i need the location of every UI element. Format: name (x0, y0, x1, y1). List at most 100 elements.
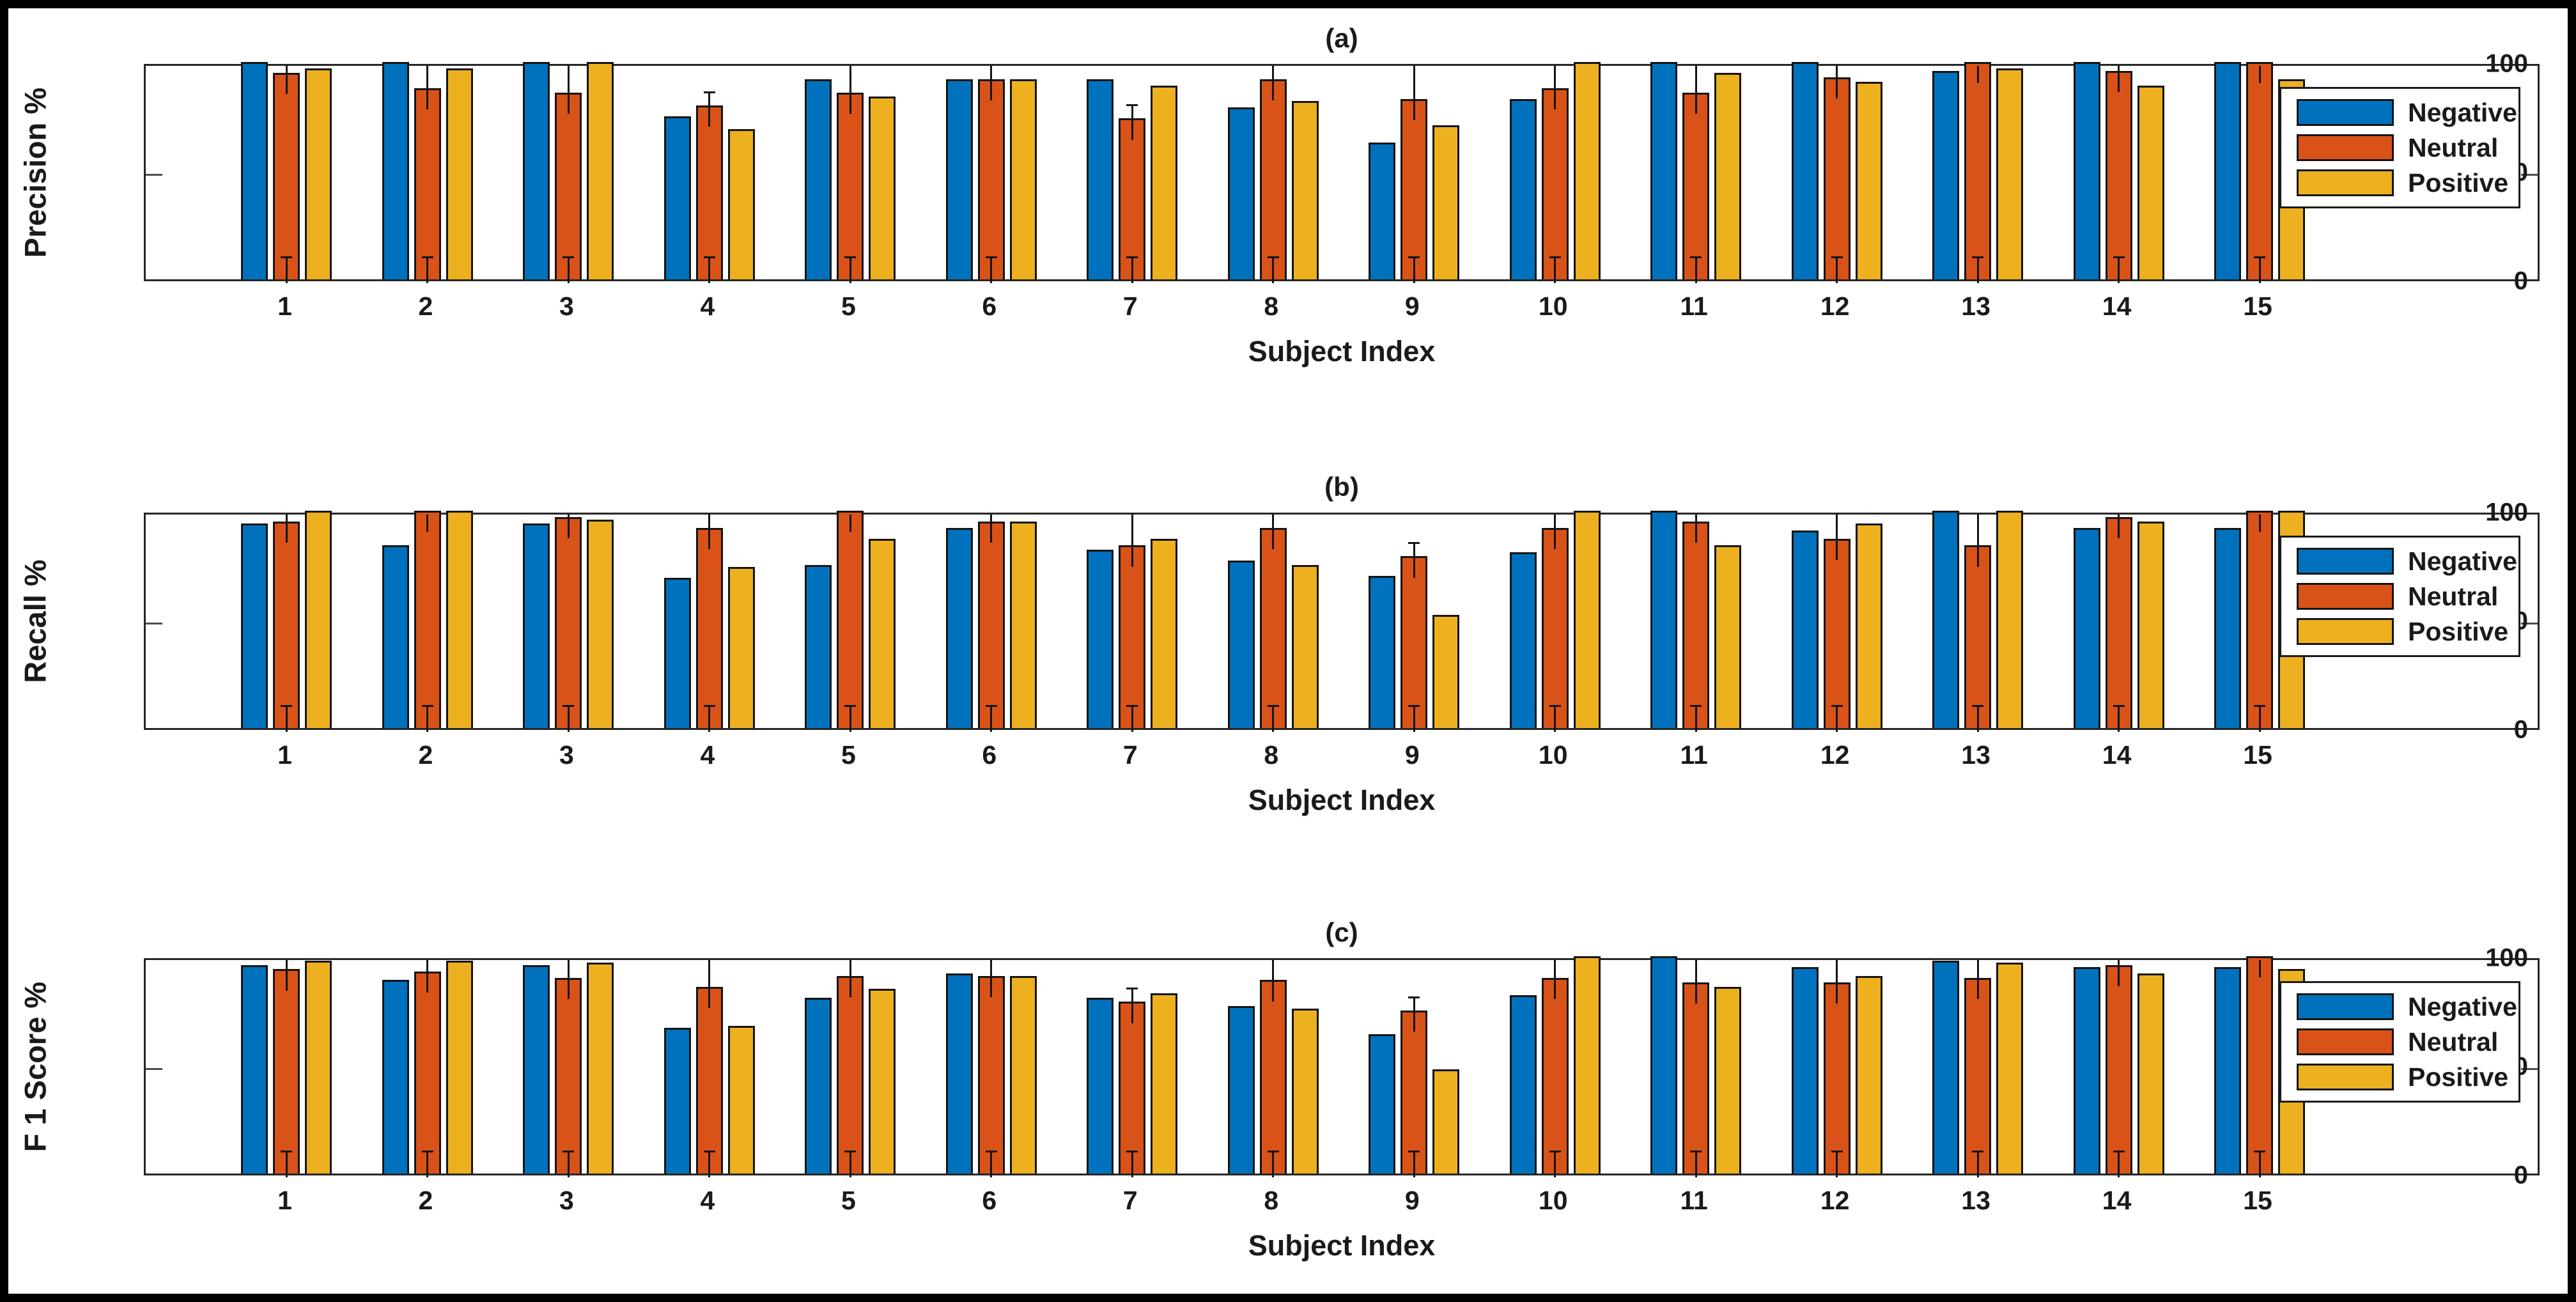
error-bar-lower (2118, 257, 2120, 283)
bar-negative (2073, 967, 2100, 1174)
error-bar-upper (1131, 988, 1133, 1023)
bar-positive (1714, 545, 1742, 728)
bar-negative (945, 973, 973, 1174)
error-bar-upper (426, 960, 429, 993)
bar-positive (2137, 522, 2164, 728)
error-bar-upper (708, 960, 711, 1008)
bar-positive (1432, 615, 1460, 728)
bar-positive (1855, 523, 1882, 728)
bar-neutral (977, 79, 1005, 279)
x-category-label: 9 (1404, 291, 1420, 321)
error-bar-lower (1131, 706, 1133, 732)
bar-neutral (977, 975, 1005, 1174)
bar-negative (1227, 1006, 1255, 1174)
x-category-label: 7 (1122, 291, 1138, 321)
error-bar-upper (2118, 960, 2120, 986)
error-bar-lower-cap (421, 705, 433, 708)
bar-negative (523, 62, 550, 279)
x-category-label: 14 (2102, 1186, 2132, 1215)
error-bar-upper (2258, 66, 2261, 84)
error-bar-lower (567, 706, 570, 732)
x-category-label: 10 (1538, 740, 1568, 770)
error-bar-upper (1554, 66, 1556, 109)
legend-box: Negative Neutral Positive (2279, 87, 2520, 208)
error-bar-upper (1272, 960, 1275, 1002)
legend-item: Positive (2297, 1064, 2518, 1090)
bar-positive (446, 68, 473, 279)
error-bar-lower (567, 257, 570, 283)
error-bar-lower-cap (421, 1151, 433, 1153)
bar-negative (1791, 967, 1819, 1174)
panel-recall: (b) Recall % Negative Neutral Positive Sub… (19, 472, 2540, 816)
error-bar-lower (426, 706, 429, 732)
bar-negative (241, 523, 268, 728)
recall-y-axis-label: Recall % (18, 559, 52, 683)
error-bar-lower (1413, 706, 1415, 732)
error-bar-lower (708, 706, 711, 732)
bar-positive (587, 62, 614, 279)
error-bar-lower-cap (1690, 705, 1702, 708)
bar-neutral (837, 92, 864, 279)
error-bar-lower-cap (1126, 705, 1138, 708)
error-bar-upper (285, 66, 288, 95)
error-bar-lower (1976, 257, 1979, 283)
recall-x-axis-label: Subject Index (1248, 784, 1436, 816)
bar-neutral (1541, 528, 1569, 728)
error-bar-lower (1554, 257, 1556, 283)
error-bar-lower-cap (1831, 256, 1843, 259)
legend-swatch-negative (2297, 548, 2394, 575)
bar-neutral (2105, 965, 2132, 1174)
x-category-label: 2 (418, 740, 433, 770)
legend-label: Positive (2408, 1062, 2509, 1092)
x-category-label: 10 (1538, 291, 1568, 321)
error-bar-lower-cap (563, 1151, 575, 1153)
error-bar-upper (285, 515, 288, 543)
error-bar-lower-cap (1690, 256, 1702, 259)
f1-y-axis-label: F 1 Score % (18, 981, 52, 1152)
bar-neutral (1964, 545, 1992, 728)
error-bar-lower-cap (1549, 256, 1561, 259)
legend-item: Positive (2297, 618, 2518, 645)
x-category-label: 11 (1680, 291, 1708, 321)
x-category-label: 8 (1264, 291, 1279, 321)
error-bar-upper (1131, 105, 1133, 140)
error-bar-lower-cap (1972, 256, 1984, 259)
bar-positive (1996, 963, 2024, 1174)
error-bar-lower (1695, 1151, 1697, 1177)
bar-neutral (1259, 980, 1287, 1174)
error-bar-lower-cap (281, 1151, 293, 1153)
bar-negative (1650, 511, 1678, 728)
bar-negative (1227, 107, 1255, 279)
x-category-label: 15 (2243, 1186, 2272, 1215)
bar-neutral (2246, 511, 2274, 728)
bar-neutral (555, 978, 582, 1174)
error-bar-upper (567, 66, 570, 114)
bar-negative (1650, 956, 1678, 1174)
error-bar-lower-cap (703, 1151, 715, 1153)
bar-neutral (555, 92, 582, 279)
bar-positive (1009, 975, 1037, 1174)
bar-negative (2214, 967, 2242, 1174)
error-bar-upper (1695, 66, 1697, 114)
bar-positive (1996, 68, 2024, 279)
bar-positive (1291, 565, 1319, 728)
x-category-label: 4 (700, 740, 715, 770)
bar-positive (2137, 973, 2164, 1174)
error-bar-cap (1408, 542, 1420, 545)
error-bar-upper (849, 515, 851, 532)
x-category-label: 14 (2102, 740, 2132, 770)
error-bar-lower (285, 257, 288, 283)
bar-neutral (1401, 556, 1428, 728)
x-category-label: 11 (1680, 740, 1708, 770)
error-bar-lower (1272, 706, 1275, 732)
error-bar-upper (1413, 66, 1415, 120)
error-bar-lower (1413, 257, 1415, 283)
panel-c-title: (c) (1325, 917, 1358, 947)
bar-neutral (2246, 62, 2274, 279)
bar-negative (1087, 997, 1114, 1174)
x-category-label: 4 (700, 1186, 715, 1215)
bar-negative (1509, 552, 1537, 728)
bar-neutral (414, 971, 441, 1174)
error-bar-lower (285, 706, 288, 732)
